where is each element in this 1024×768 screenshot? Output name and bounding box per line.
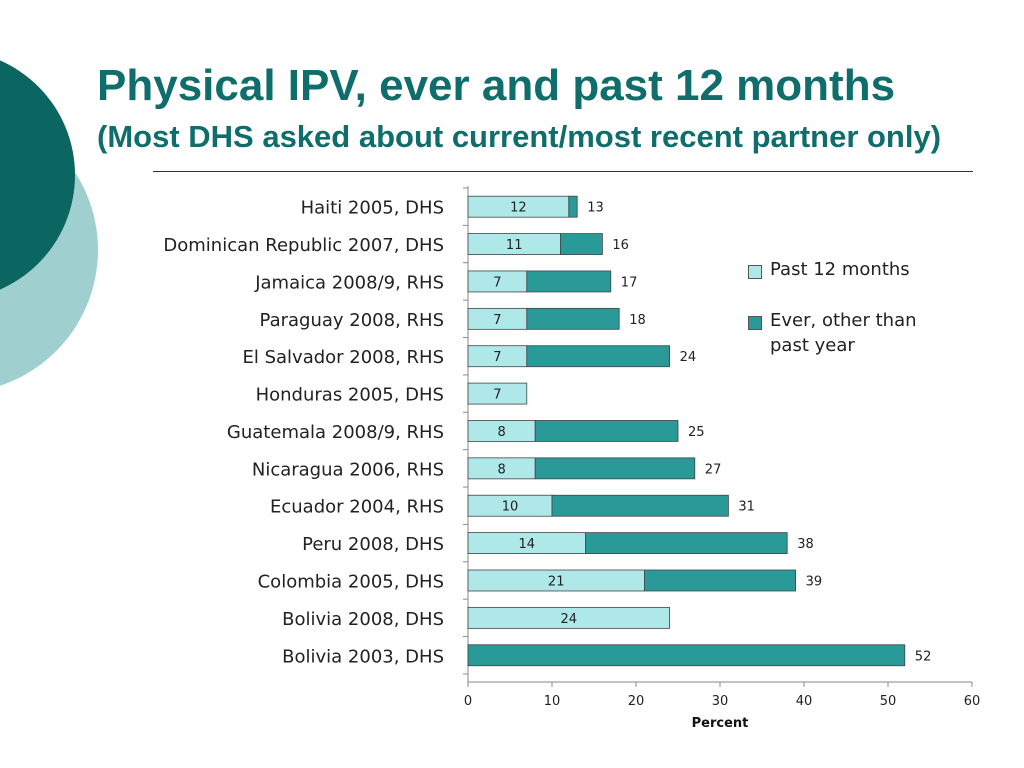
data-label-total: 31: [738, 500, 755, 515]
decorative-circles: [0, 60, 98, 386]
data-label-total: 13: [587, 201, 604, 216]
data-label-past-12-months: 8: [497, 425, 505, 440]
data-label-total: 39: [806, 574, 823, 589]
category-label: Honduras 2005, DHS: [256, 385, 444, 406]
legend-item-past-12-months: Past 12 months: [748, 257, 988, 282]
data-label-total: 16: [612, 238, 629, 253]
legend-swatch-past-12-months: [748, 265, 762, 279]
data-label-total: 52: [915, 649, 932, 664]
chart-legend: Past 12 months Ever, other than past yea…: [748, 257, 988, 385]
data-label-past-12-months: 8: [497, 462, 505, 477]
x-tick-label: 50: [880, 694, 897, 709]
category-label: El Salvador 2008, RHS: [242, 347, 444, 368]
data-label-past-12-months: 24: [561, 612, 578, 627]
bar-ever-other: [534, 420, 679, 442]
bar-past-12-months: [467, 606, 671, 629]
data-label-total: 25: [688, 425, 705, 440]
bar-ever-other: [467, 644, 906, 667]
title-divider: [153, 171, 973, 172]
category-label: Ecuador 2004, RHS: [270, 497, 444, 518]
x-tick-label: 0: [464, 694, 472, 709]
legend-item-ever-other: Ever, other than past year: [748, 308, 988, 358]
data-label-past-12-months: 7: [493, 388, 501, 403]
data-label-total: 27: [705, 462, 722, 477]
slide-subtitle: (Most DHS asked about current/most recen…: [97, 119, 942, 154]
data-label-total: 24: [680, 350, 697, 365]
category-label: Peru 2008, DHS: [302, 534, 444, 555]
legend-label-past-12-months: Past 12 months: [770, 259, 910, 280]
category-label: Colombia 2005, DHS: [258, 571, 444, 592]
category-label: Paraguay 2008, RHS: [260, 310, 444, 331]
bar-ever-other: [585, 532, 788, 555]
x-tick-label: 20: [628, 694, 645, 709]
category-label: Jamaica 2008/9, RHS: [254, 272, 444, 293]
slide-title: Physical IPV, ever and past 12 months: [97, 61, 896, 110]
bar-ever-other: [560, 233, 603, 255]
legend-swatch-ever-other: [748, 316, 762, 331]
category-label: Bolivia 2003, DHS: [282, 646, 444, 667]
bar-ever-other: [568, 195, 578, 218]
x-tick-label: 40: [796, 694, 813, 709]
bar-ever-other: [551, 494, 729, 517]
data-label-total: 18: [629, 313, 646, 328]
bar-ever-other: [534, 457, 696, 480]
x-tick-label: 10: [544, 694, 561, 709]
bar-ever-other: [644, 569, 797, 592]
bar-past-12-months: [467, 382, 528, 405]
decor-circle-dark: [0, 60, 75, 290]
category-label: Haiti 2005, DHS: [301, 198, 444, 219]
category-label: Nicaragua 2006, RHS: [252, 459, 444, 480]
bar-ever-other: [526, 270, 612, 293]
category-label: Dominican Republic 2007, DHS: [163, 235, 444, 256]
data-label-past-12-months: 10: [502, 500, 519, 515]
data-label-total: 17: [621, 275, 638, 290]
data-label-total: 38: [797, 537, 814, 552]
x-tick-label: 60: [964, 694, 981, 709]
data-label-past-12-months: 21: [548, 574, 565, 589]
data-label-past-12-months: 7: [493, 275, 501, 290]
legend-label-ever-other: Ever, other than past year: [770, 310, 917, 357]
category-label: Guatemala 2008/9, RHS: [227, 422, 444, 443]
data-label-past-12-months: 7: [493, 350, 501, 365]
category-label: Bolivia 2008, DHS: [282, 609, 444, 630]
data-label-past-12-months: 11: [506, 238, 523, 253]
data-label-past-12-months: 7: [493, 313, 501, 328]
bar-ever-other: [526, 345, 670, 368]
data-label-past-12-months: 12: [510, 201, 527, 216]
data-label-past-12-months: 14: [519, 537, 536, 552]
x-axis-label: Percent: [692, 716, 749, 731]
x-tick-label: 30: [712, 694, 729, 709]
bar-ever-other: [526, 307, 620, 330]
